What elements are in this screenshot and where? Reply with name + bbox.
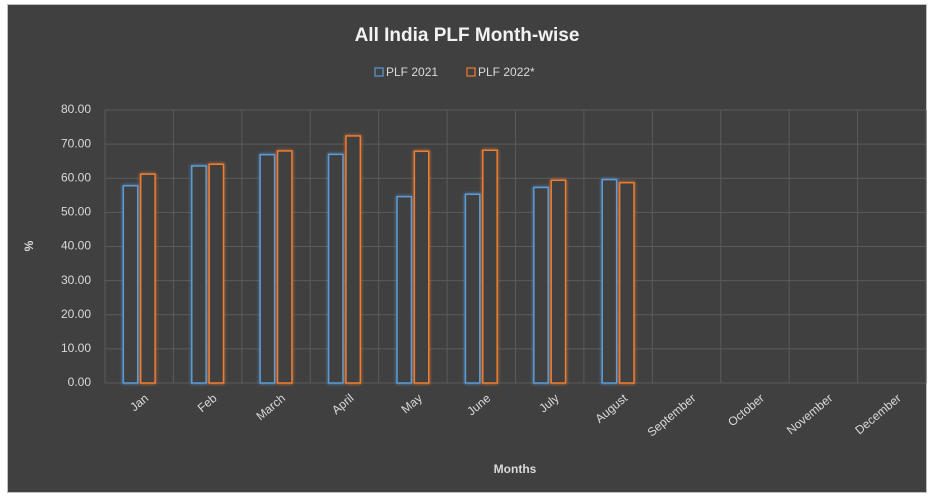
y-tick-label: 20.00: [61, 307, 91, 321]
bar: [413, 150, 430, 384]
bar: [345, 135, 362, 384]
bar: [122, 185, 139, 384]
bar: [464, 193, 481, 384]
bar: [618, 181, 635, 384]
bar: [601, 178, 618, 384]
y-tick-label: 80.00: [61, 102, 91, 116]
bar: [276, 150, 293, 384]
y-tick-label: 50.00: [61, 205, 91, 219]
bar: [139, 173, 156, 384]
bar: [396, 195, 413, 384]
legend-label: PLF 2021: [386, 65, 438, 79]
x-axis-label: Months: [494, 462, 537, 476]
y-tick-label: 10.00: [61, 341, 91, 355]
chart-title: All India PLF Month-wise: [355, 25, 580, 46]
legend-label: PLF 2022*: [478, 65, 535, 79]
bar: [191, 165, 207, 384]
y-axis-label: %: [22, 240, 36, 251]
bar: [533, 186, 549, 384]
y-tick-label: 0.00: [68, 375, 92, 389]
y-tick-label: 40.00: [61, 239, 91, 253]
bar: [327, 153, 344, 384]
legend-swatch: [466, 67, 476, 77]
y-tick-label: 70.00: [61, 136, 91, 150]
bar: [259, 153, 276, 384]
bar: [482, 149, 498, 384]
bar: [550, 179, 567, 384]
bar: [208, 163, 225, 384]
y-tick-label: 60.00: [61, 170, 91, 184]
legend-swatch: [374, 67, 384, 77]
y-tick-label: 30.00: [61, 273, 91, 287]
